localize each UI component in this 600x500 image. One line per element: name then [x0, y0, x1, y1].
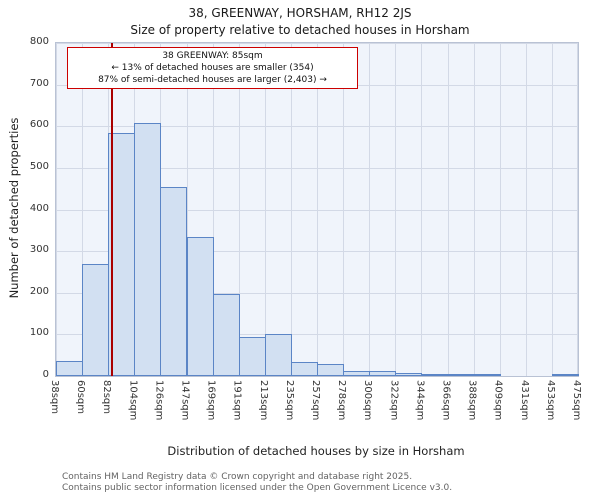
- x-tick-label: 169sqm: [205, 380, 217, 421]
- x-tick-label: 409sqm: [492, 380, 504, 421]
- property-size-marker: [110, 43, 113, 376]
- histogram-bar: [56, 361, 84, 376]
- annotation-line-2: ← 13% of detached houses are smaller (35…: [111, 63, 314, 73]
- x-tick-label: 475sqm: [571, 380, 582, 421]
- gridline-vertical: [56, 43, 57, 376]
- x-tick-label: 235sqm: [283, 380, 295, 421]
- histogram-bar: [369, 371, 397, 376]
- x-tick-label: 38sqm: [49, 380, 60, 415]
- footer-attribution-1: Contains HM Land Registry data © Crown c…: [62, 472, 413, 482]
- gridline-vertical: [212, 43, 214, 376]
- histogram-bar: [317, 363, 345, 376]
- y-tick-label: 600: [29, 119, 49, 131]
- x-tick-label: 431sqm: [518, 380, 530, 421]
- histogram-bar: [212, 294, 240, 376]
- plot-area: 38 GREENWAY: 85sqm ← 13% of detached hou…: [55, 42, 579, 377]
- gridline-vertical: [499, 43, 501, 376]
- chart-title: 38, GREENWAY, HORSHAM, RH12 2JS: [188, 6, 412, 20]
- y-tick-label: 0: [42, 369, 49, 380]
- x-tick-label: 366sqm: [440, 380, 452, 421]
- y-tick-label: 700: [29, 77, 49, 89]
- annotation-line-3: 87% of semi-detached houses are larger (…: [98, 75, 327, 85]
- y-tick-label: 500: [29, 160, 49, 172]
- gridline-vertical: [395, 43, 397, 376]
- x-tick-label: 126sqm: [153, 380, 165, 421]
- x-tick-label: 322sqm: [388, 380, 400, 421]
- x-tick-label: 60sqm: [75, 380, 87, 415]
- chart-subtitle: Size of property relative to detached ho…: [130, 23, 470, 37]
- gridline-vertical: [369, 43, 371, 376]
- gridline-vertical: [238, 43, 240, 376]
- histogram-bar: [343, 371, 371, 376]
- histogram-bar: [160, 186, 188, 376]
- x-tick-label: 191sqm: [231, 380, 243, 421]
- y-tick-label: 800: [29, 36, 49, 47]
- histogram-bar: [290, 362, 318, 376]
- annotation-line-1: 38 GREENWAY: 85sqm: [162, 51, 263, 61]
- y-tick-label: 300: [29, 244, 49, 256]
- x-tick-label: 278sqm: [336, 380, 348, 421]
- histogram-bar: [421, 374, 449, 376]
- x-tick-label: 300sqm: [362, 380, 374, 421]
- gridline-vertical: [551, 43, 553, 376]
- histogram-bar: [551, 374, 579, 376]
- histogram-bar: [447, 374, 475, 376]
- y-tick-label: 400: [29, 202, 49, 214]
- gridline-vertical: [290, 43, 292, 376]
- footer-attribution-2: Contains public sector information licen…: [62, 483, 453, 493]
- gridline-vertical: [343, 43, 345, 376]
- x-tick-label: 388sqm: [466, 380, 478, 421]
- x-tick-label: 104sqm: [127, 380, 139, 421]
- gridline-vertical: [525, 43, 527, 376]
- gridline-vertical: [473, 43, 475, 376]
- histogram-bar: [238, 337, 266, 376]
- histogram-bar: [264, 334, 292, 376]
- annotation-box: 38 GREENWAY: 85sqm ← 13% of detached hou…: [67, 47, 358, 89]
- histogram-bar: [82, 264, 110, 376]
- histogram-bar: [134, 122, 162, 376]
- y-tick-label: 100: [29, 327, 49, 339]
- histogram-bar: [473, 374, 501, 376]
- x-tick-label: 213sqm: [257, 380, 269, 421]
- gridline-vertical: [447, 43, 449, 376]
- gridline-vertical: [264, 43, 266, 376]
- x-axis-label: Distribution of detached houses by size …: [167, 444, 465, 458]
- histogram-bar: [395, 372, 423, 376]
- x-tick-label: 344sqm: [414, 380, 426, 421]
- y-tick-label: 200: [29, 285, 49, 297]
- x-tick-label: 82sqm: [101, 380, 113, 415]
- gridline-vertical: [82, 43, 84, 376]
- gridline-vertical: [577, 43, 578, 376]
- histogram-bar: [186, 236, 214, 376]
- x-tick-label: 453sqm: [544, 380, 556, 421]
- x-tick-label: 257sqm: [310, 380, 321, 421]
- x-tick-label: 147sqm: [179, 380, 191, 421]
- gridline-vertical: [421, 43, 423, 376]
- gridline-vertical: [317, 43, 318, 376]
